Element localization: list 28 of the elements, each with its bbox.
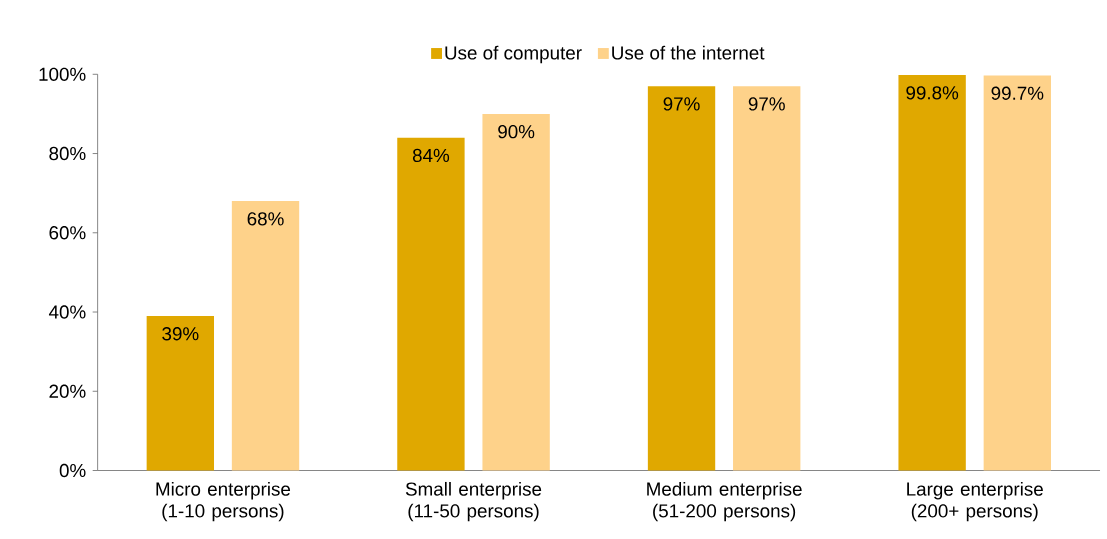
bar <box>733 86 801 471</box>
x-tick-label: Medium enterprise (51-200 persons) <box>647 482 802 522</box>
data-label: 99.8% <box>906 86 959 100</box>
data-label: 84% <box>412 148 450 163</box>
data-label: 90% <box>498 125 535 139</box>
legend-label: Use of the internet <box>612 45 765 60</box>
data-label: 68% <box>247 212 284 226</box>
data-label: 97% <box>663 97 700 111</box>
bar <box>898 75 966 471</box>
bar <box>231 201 300 471</box>
data-label: 99.7% <box>991 86 1044 100</box>
y-tick-label: 20% <box>49 384 86 398</box>
bar <box>482 113 550 471</box>
x-tick-label: Large enterprise (200+ persons) <box>907 482 1043 522</box>
bar <box>397 137 465 471</box>
legend-label: Use of computer <box>445 45 582 64</box>
x-tick-label: Micro enterprise (1-10 persons) <box>156 482 291 522</box>
data-label: 97% <box>748 97 785 111</box>
bar <box>983 75 1051 471</box>
bar <box>146 316 215 471</box>
bar <box>647 86 716 471</box>
data-label: 39% <box>162 327 199 341</box>
y-tick-label: 60% <box>49 226 86 240</box>
y-tick-label: 40% <box>48 305 86 319</box>
x-tick-label: Small enterprise (11-50 persons) <box>405 482 542 522</box>
y-tick-label: 100% <box>39 67 86 82</box>
y-tick-label: 80% <box>49 146 86 161</box>
y-tick-label: 0% <box>59 463 86 478</box>
